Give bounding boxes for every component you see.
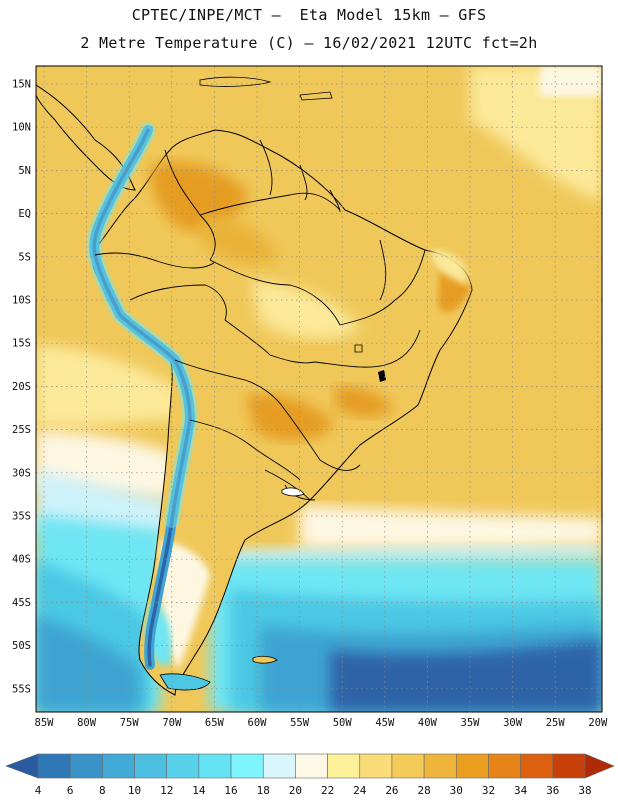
- legend-tick-label: 26: [385, 784, 398, 797]
- pale-zone-central-brazil: [250, 280, 360, 339]
- hot-zone-southeast-brazil: [335, 385, 395, 417]
- latitude-label: 25S: [12, 424, 31, 436]
- legend-swatch: [198, 753, 232, 779]
- legend-tick-label: 28: [417, 784, 430, 797]
- ocean-blue-zone-west: [36, 615, 140, 712]
- legend-swatch: [359, 753, 393, 779]
- legend-arrow-low: [5, 753, 39, 779]
- legend-color-bar: [5, 753, 615, 779]
- legend-swatch: [552, 753, 586, 779]
- latitude-label: 20S: [12, 381, 31, 393]
- latitude-label: 15N: [12, 79, 31, 91]
- longitude-label: 35W: [461, 717, 481, 729]
- latitude-label: 50S: [12, 640, 31, 652]
- title-line-2: 2 Metre Temperature (C) – 16/02/2021 12U…: [80, 34, 538, 52]
- legend-swatch: [520, 753, 554, 779]
- latitude-label: 5N: [18, 165, 31, 177]
- legend-tick-label: 38: [578, 784, 591, 797]
- tierra-del-fuego: [159, 673, 211, 691]
- latitude-labels: 15N 10N 5N EQ 5S 10S 15S 20S 25S 30S 35S 40S 45S 50S 5…: [12, 79, 31, 696]
- color-legend: 4 6 8 10 12 14 16 18 20 22 24 26 28 30 32 34 36 38: [5, 753, 615, 797]
- longitude-label: 85W: [35, 717, 55, 729]
- longitude-label: 30W: [503, 717, 523, 729]
- longitude-label: 45W: [375, 717, 395, 729]
- legend-swatch: [455, 753, 489, 779]
- legend-swatch: [37, 753, 71, 779]
- andes-cool-fringe: [86, 122, 198, 528]
- ocean-deep-zone-east: [330, 640, 602, 712]
- longitude-label: 25W: [546, 717, 566, 729]
- latitude-label: 10N: [12, 122, 31, 134]
- legend-swatch: [391, 753, 425, 779]
- legend-tick-label: 12: [160, 784, 173, 797]
- latitude-label: 30S: [12, 467, 31, 479]
- longitude-label: 50W: [333, 717, 353, 729]
- latitude-label: 45S: [12, 597, 31, 609]
- longitude-label: 40W: [418, 717, 438, 729]
- title-line-1: CPTEC/INPE/MCT – Eta Model 15km – GFS: [131, 6, 487, 24]
- temperature-map: 15N 10N 5N EQ 5S 10S 15S 20S 25S 30S 35S 40S 45S 50S 5…: [12, 65, 608, 729]
- longitude-labels: 85W 80W 75W 70W 65W 60W 55W 50W 45W 40W 35W 30W 25W 2…: [35, 717, 608, 729]
- hot-zone-colombia: [150, 161, 250, 232]
- lake-marker: [378, 370, 386, 382]
- legend-swatch: [327, 753, 361, 779]
- legend-tick-label: 4: [35, 784, 42, 797]
- legend-swatch: [262, 753, 296, 779]
- legend-swatch: [134, 753, 168, 779]
- legend-tick-label: 30: [450, 784, 463, 797]
- latitude-label: 5S: [18, 251, 31, 263]
- warm-zone-amazon: [200, 215, 280, 264]
- latitude-label: 10S: [12, 295, 31, 307]
- longitude-label: 75W: [120, 717, 140, 729]
- legend-tick-label: 14: [192, 784, 206, 797]
- latitude-label: 15S: [12, 338, 31, 350]
- latitude-label: 40S: [12, 554, 31, 566]
- ocean-pale-zone-west: [36, 345, 180, 427]
- reservoir-marker: [354, 344, 363, 353]
- latitude-label: 55S: [12, 683, 31, 695]
- latitude-label: 35S: [12, 511, 31, 523]
- legend-tick-label: 10: [128, 784, 141, 797]
- longitude-label: 55W: [290, 717, 310, 729]
- legend-tick-label: 16: [224, 784, 237, 797]
- longitude-label: 80W: [77, 717, 97, 729]
- longitude-label: 60W: [248, 717, 268, 729]
- legend-swatch: [230, 753, 264, 779]
- caribbean-islands-east: [299, 91, 333, 101]
- legend-tick-label: 18: [257, 784, 270, 797]
- country-borders: [94, 139, 426, 501]
- legend-swatch: [295, 753, 328, 779]
- legend-swatch: [69, 753, 103, 779]
- ocean-pale-zone-north: [470, 66, 602, 200]
- legend-tick-label: 24: [353, 784, 367, 797]
- pale-zone-northeast-coast: [430, 250, 469, 285]
- legend-tick-label: 36: [546, 784, 559, 797]
- longitude-label: 20W: [588, 717, 608, 729]
- ocean-cream-zone-north: [540, 66, 602, 96]
- legend-tick-label: 20: [289, 784, 302, 797]
- map-frame: [35, 65, 603, 713]
- legend-tick-label: 22: [321, 784, 334, 797]
- legend-tick-label: 32: [482, 784, 495, 797]
- latitude-label: EQ: [18, 208, 31, 220]
- legend-swatch: [166, 753, 200, 779]
- longitude-label: 65W: [205, 717, 225, 729]
- legend-tick-label: 6: [67, 784, 74, 797]
- lagoa-dos-patos: [281, 487, 305, 497]
- legend-tick-label: 34: [514, 784, 528, 797]
- legend-tick-labels: 4 6 8 10 12 14 16 18 20 22 24 26 28 30 32 34 36 38: [35, 784, 592, 797]
- falkland-islands: [252, 655, 278, 664]
- legend-swatch: [102, 753, 135, 779]
- legend-arrow-high: [584, 753, 615, 779]
- longitude-label: 70W: [162, 717, 182, 729]
- cool-zone-patagonia: [160, 540, 210, 670]
- legend-swatch: [488, 753, 521, 779]
- legend-swatch: [423, 753, 457, 779]
- legend-tick-label: 8: [99, 784, 106, 797]
